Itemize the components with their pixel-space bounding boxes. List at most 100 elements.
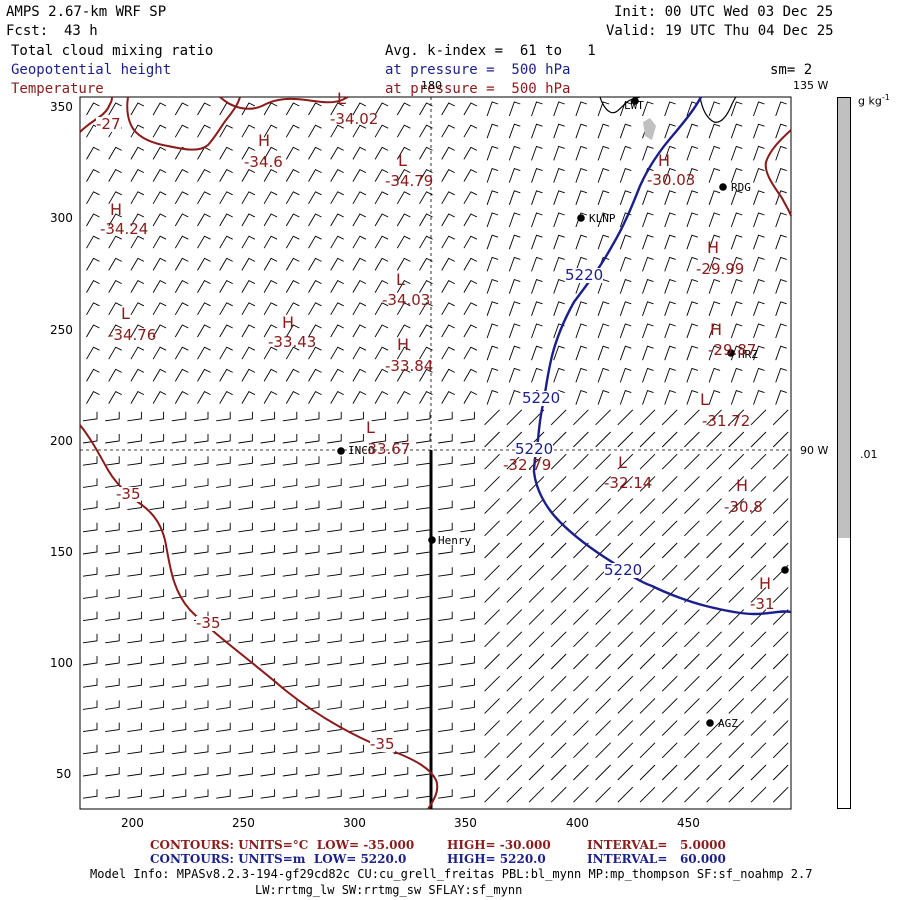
wind-barb (86, 280, 100, 293)
field-cloud-label: Total cloud mixing ratio (11, 43, 214, 59)
wind-barb (573, 764, 589, 781)
wind-barb (730, 256, 743, 272)
wind-barb (664, 367, 676, 383)
wind-barb (617, 587, 634, 603)
wind-barb (216, 789, 231, 799)
wind-barb (327, 456, 342, 466)
wind-barb (330, 169, 344, 182)
wind-barb (775, 101, 787, 117)
wind-barb (706, 786, 722, 803)
wind-barb (108, 257, 122, 271)
wind-barb (193, 522, 209, 533)
wind-barb (639, 520, 656, 537)
wind-barb (241, 368, 256, 382)
wind-barb (197, 235, 211, 249)
high-low-value: -30.03 (647, 171, 696, 189)
wind-barb (371, 789, 387, 799)
temp-contour-high: HIGH= -30.000 (447, 839, 551, 851)
wind-barb (753, 145, 765, 161)
wind-barb (706, 564, 722, 581)
high-low-letter: H (707, 238, 720, 257)
wind-barb (753, 101, 765, 117)
colorbar-unit: g kg-1 (858, 94, 890, 107)
wind-barb (597, 145, 610, 161)
wind-barb (772, 653, 789, 670)
wind-barb (460, 567, 475, 577)
wind-barb (127, 611, 142, 622)
wind-barb (684, 431, 700, 448)
wind-barb (664, 390, 676, 405)
wind-barb (304, 678, 320, 688)
wind-barb (595, 609, 611, 625)
wind-barb (528, 653, 545, 670)
wind-barb (152, 324, 167, 338)
wind-barb (438, 567, 453, 577)
wind-barb (327, 434, 342, 444)
wind-barb (460, 611, 475, 622)
wind-barb (706, 742, 722, 759)
wind-barb (374, 280, 389, 293)
wind-barb (686, 367, 699, 383)
wind-barb (553, 123, 565, 139)
wind-barb (219, 213, 233, 227)
wind-barb (308, 368, 322, 382)
wind-barb (730, 212, 743, 228)
y-tick-label: 100 (50, 656, 73, 670)
wind-barb (282, 522, 298, 533)
wind-barb (506, 609, 523, 625)
wind-barb (573, 409, 589, 426)
wind-barb (396, 324, 411, 338)
wind-barb (304, 411, 320, 422)
station-dot (337, 447, 345, 455)
wind-barb (330, 391, 344, 404)
wind-barb (371, 456, 387, 466)
wind-barb (642, 279, 654, 294)
wind-barb (708, 123, 721, 139)
wind-barb (506, 409, 523, 426)
x-tick-label: 300 (343, 816, 366, 830)
wind-barb (597, 123, 610, 139)
wind-barb (352, 368, 367, 382)
wind-barb (419, 280, 433, 293)
wind-barb (484, 564, 500, 581)
wind-barb (573, 631, 589, 648)
wind-barb (508, 123, 521, 139)
wind-barb (460, 500, 475, 511)
wind-barb (327, 500, 342, 511)
wind-barb (238, 434, 253, 444)
wind-barb (639, 675, 656, 692)
wind-barb (371, 700, 387, 710)
wind-barb (282, 700, 298, 710)
wind-barb (553, 367, 565, 383)
wind-barb (127, 478, 142, 488)
wind-barb (460, 434, 475, 444)
wind-barb (127, 567, 142, 577)
wind-barb (327, 567, 342, 577)
wind-barb (327, 478, 342, 488)
wind-barb (684, 587, 700, 603)
wind-barb (193, 434, 209, 444)
wind-barb (193, 744, 209, 755)
wind-barb (708, 390, 721, 405)
wind-barb (642, 101, 654, 117)
wind-barb (506, 742, 523, 759)
units-label: UNITS=°C (238, 838, 309, 852)
wind-barb (642, 345, 654, 361)
wind-barb (639, 786, 656, 803)
wind-barb (393, 545, 409, 555)
wind-barb (308, 191, 322, 205)
wind-barb (438, 767, 453, 777)
wind-barb (171, 456, 187, 466)
wind-barb (441, 391, 455, 404)
wind-barb (730, 234, 743, 250)
wind-barb (573, 698, 589, 714)
low-label: LOW= (313, 852, 357, 866)
wind-barb (575, 123, 588, 139)
wind-barb (753, 256, 765, 272)
wind-barb (686, 323, 699, 339)
wind-barb (152, 124, 167, 138)
wind-barb (330, 235, 344, 249)
x-tick-label: 350 (454, 816, 477, 830)
wind-barb (550, 786, 567, 803)
wind-barb (193, 700, 209, 710)
